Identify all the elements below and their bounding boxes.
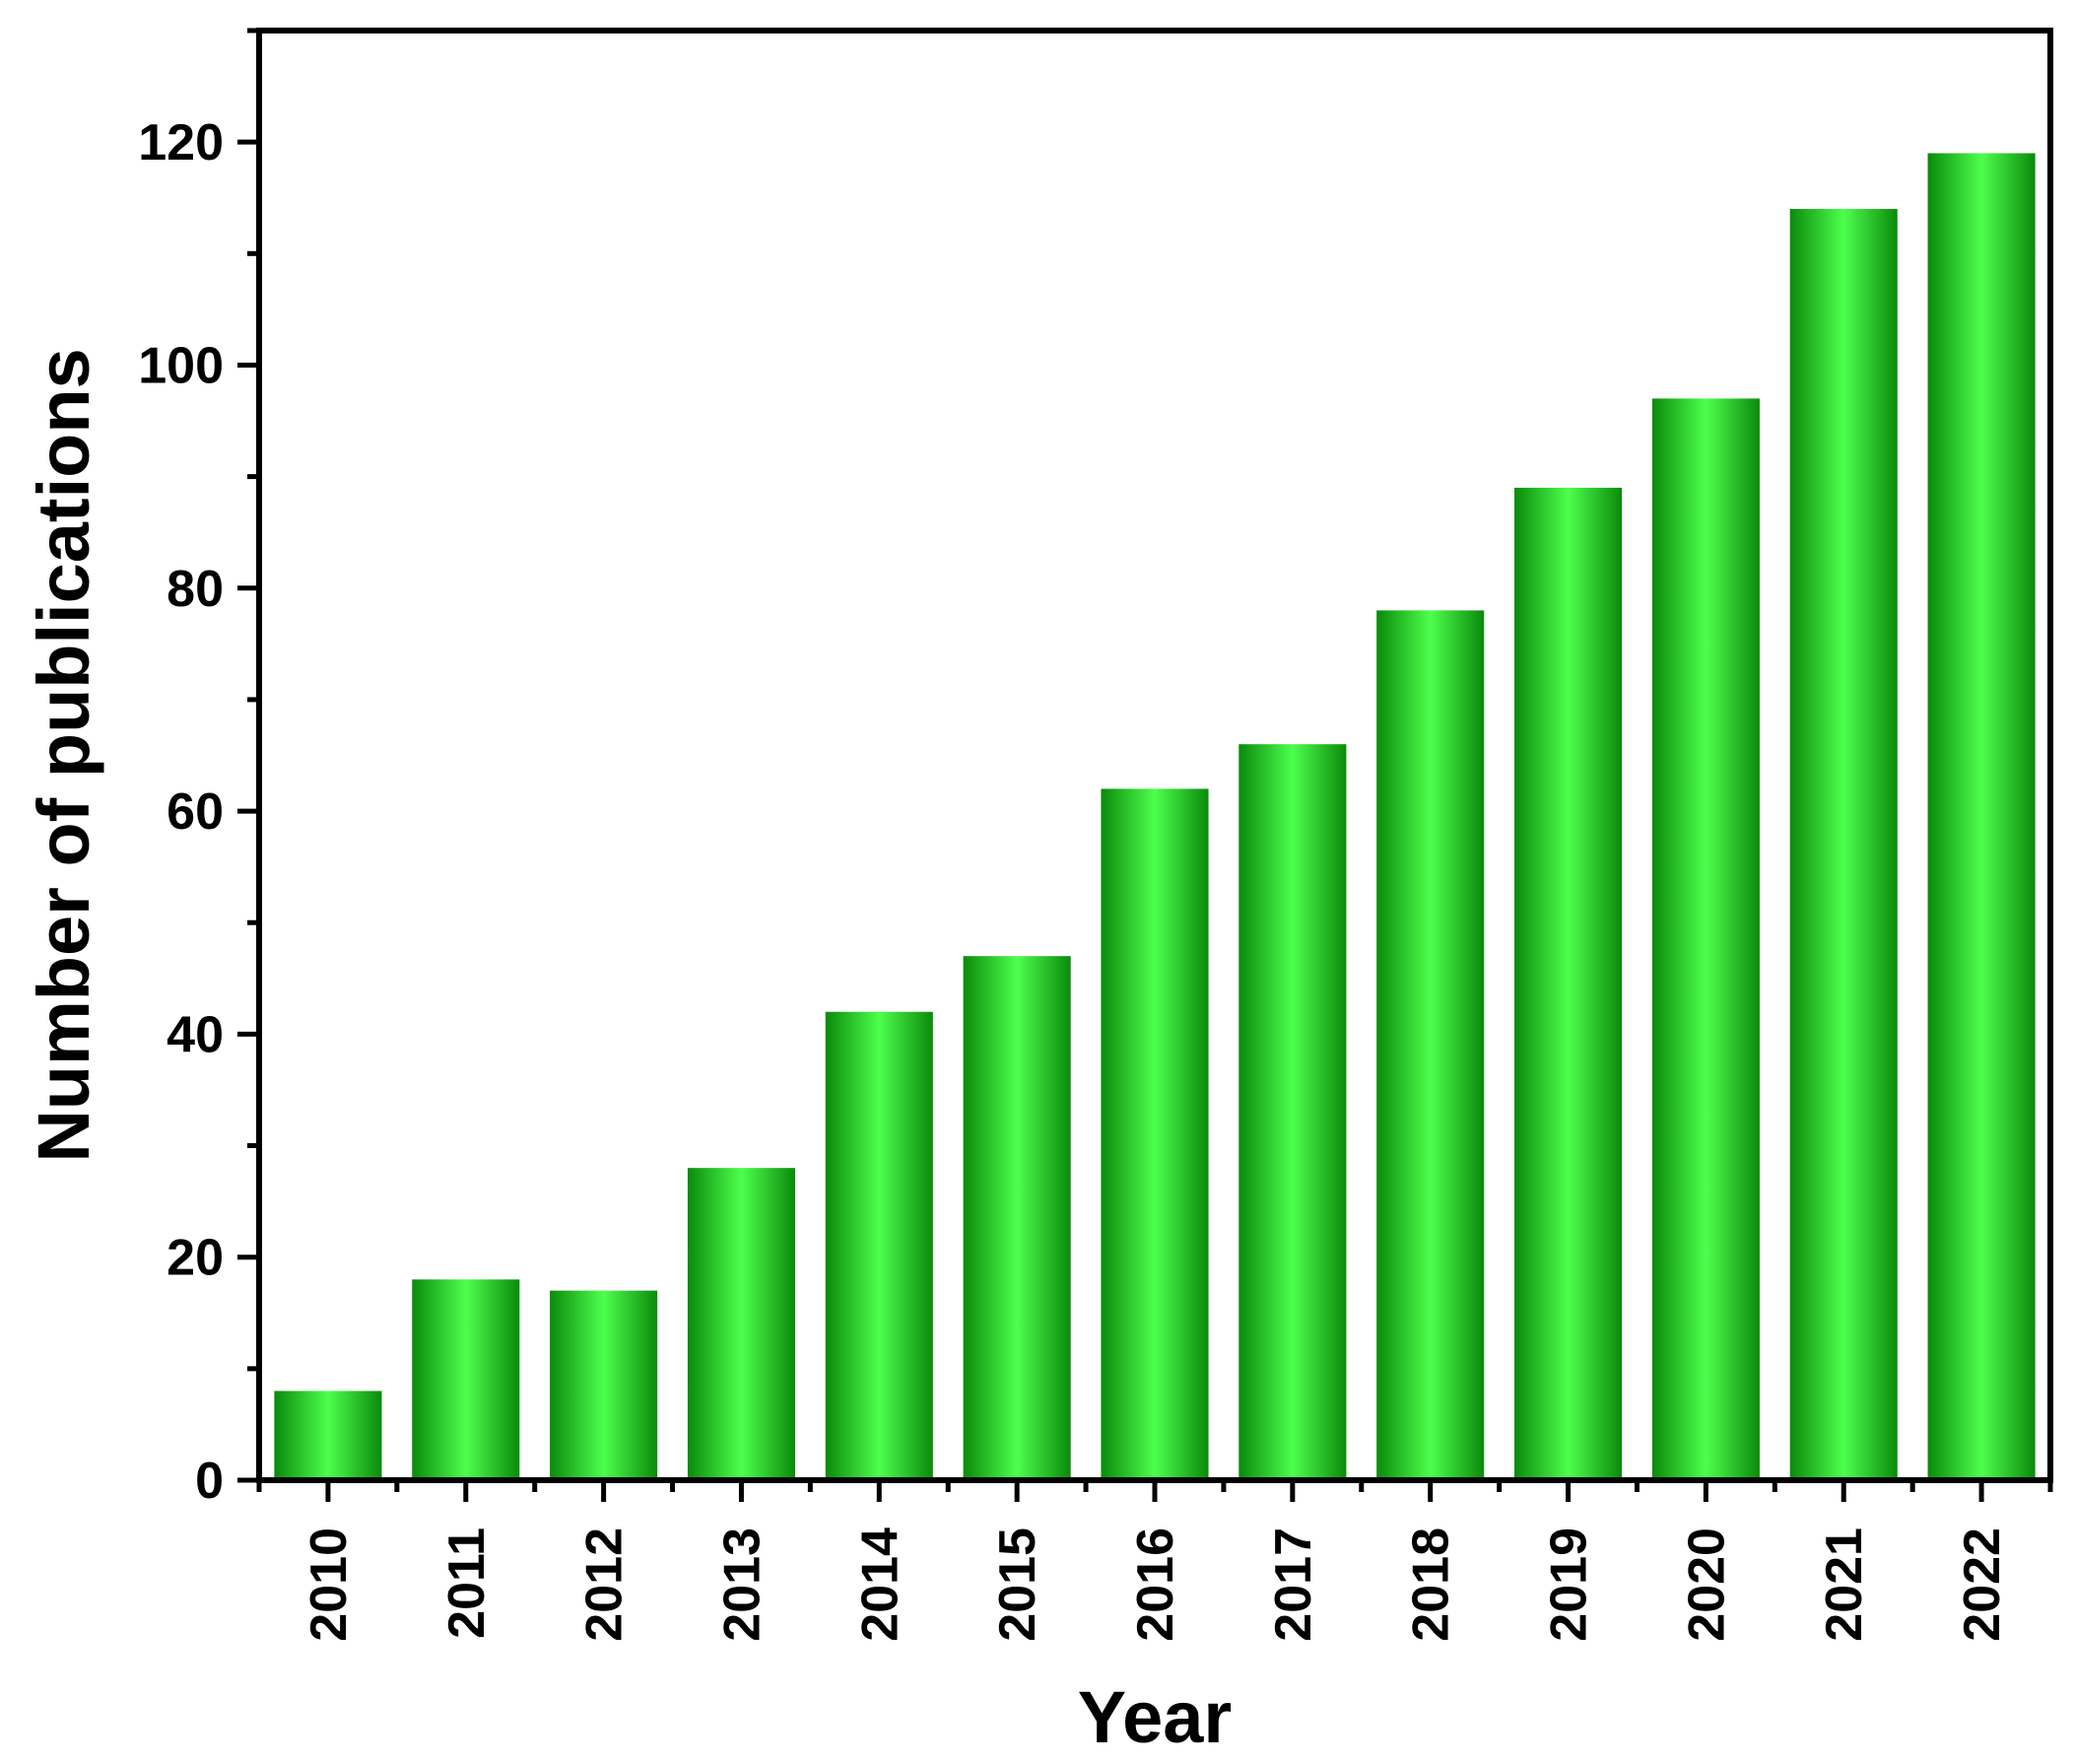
x-tick-label: 2010	[301, 1527, 358, 1642]
x-tick-label: 2013	[713, 1527, 770, 1642]
x-tick-label: 2020	[1678, 1527, 1735, 1642]
bar-2022	[1927, 153, 2036, 1480]
y-tick-label: 40	[167, 1006, 224, 1063]
x-tick-label: 2017	[1265, 1527, 1322, 1642]
x-tick-label: 2016	[1127, 1527, 1184, 1642]
y-tick-label: 80	[167, 561, 224, 618]
x-tick-label: 2019	[1541, 1527, 1598, 1642]
y-axis: 0 20 40 60 80 100 120	[138, 28, 259, 1510]
x-tick-label: 2012	[576, 1527, 634, 1642]
x-axis: 2010 2011 2012 2013 2014 2015 2016 2017 2018 2019…	[256, 1480, 2053, 1642]
bar-2010	[274, 1391, 382, 1480]
x-tick-label: 2021	[1816, 1527, 1873, 1642]
x-tick-label: 2014	[851, 1527, 908, 1642]
bar-2019	[1513, 487, 1623, 1480]
bar-2014	[825, 1011, 933, 1480]
bar-2013	[687, 1168, 796, 1480]
x-tick-label: 2022	[1954, 1527, 2011, 1642]
bar-2018	[1376, 610, 1485, 1480]
bars-layer	[274, 153, 2036, 1481]
y-tick-label: 20	[167, 1230, 224, 1287]
bar-2012	[550, 1290, 658, 1480]
x-axis-title: Year	[1078, 1676, 1232, 1758]
x-tick-label: 2018	[1403, 1527, 1460, 1642]
bar-2017	[1238, 744, 1347, 1480]
x-tick-label: 2011	[438, 1527, 496, 1639]
y-tick-label: 100	[138, 337, 224, 394]
x-tick-label: 2015	[989, 1527, 1046, 1642]
bar-2015	[963, 956, 1071, 1480]
y-axis-title: Number of publications	[23, 348, 104, 1162]
bar-2016	[1101, 788, 1209, 1480]
y-tick-label: 120	[138, 114, 224, 171]
bar-2021	[1789, 209, 1898, 1481]
y-tick-label: 0	[195, 1453, 224, 1510]
bar-2020	[1651, 398, 1760, 1480]
y-tick-label: 60	[167, 783, 224, 841]
bar-2011	[412, 1279, 520, 1480]
